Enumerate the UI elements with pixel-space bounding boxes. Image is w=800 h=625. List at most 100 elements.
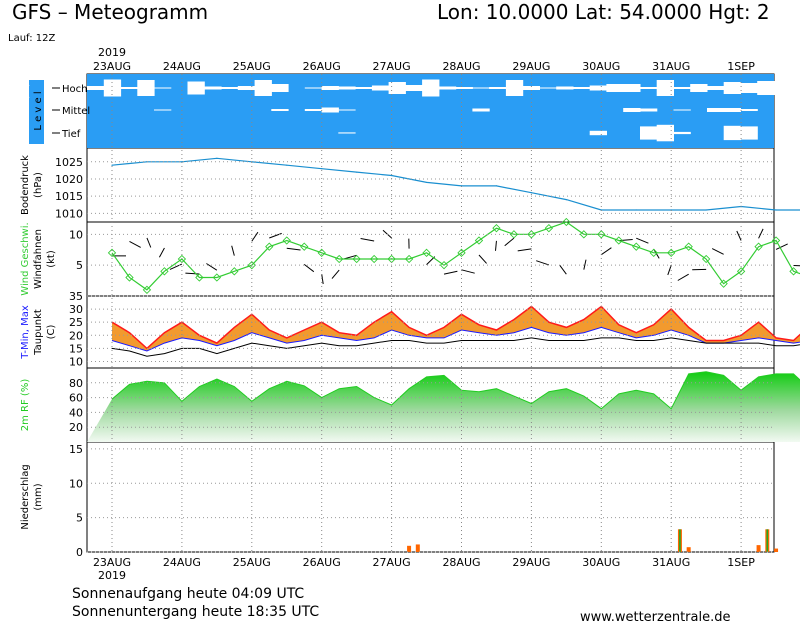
wind-barb <box>495 240 497 251</box>
precip-bar <box>407 545 412 552</box>
sunset-text: Sonnenuntergang heute 18:35 UTC <box>72 604 320 620</box>
cloud-gap-hoch <box>137 80 155 96</box>
wind-barb <box>711 248 724 255</box>
website-link[interactable]: www.wetterzentrale.de <box>580 610 731 625</box>
pressure-point <box>495 185 498 187</box>
wind-speed-point <box>387 254 396 264</box>
wind-barb <box>303 263 315 273</box>
precip-axis-title: Niederschlag <box>20 464 31 529</box>
wind-speed-point <box>614 236 623 245</box>
clouds-axis-title: L e v e l <box>33 91 44 130</box>
precip-tick-label: 0 <box>76 546 83 559</box>
cloud-gap-mittel <box>338 109 356 111</box>
wind-barb <box>231 245 235 256</box>
cloud-gap-hoch <box>707 86 725 90</box>
precip-conv-bar <box>766 529 769 552</box>
wind-barb <box>321 273 324 285</box>
cloud-gap-hoch <box>154 87 172 89</box>
wind-speed-point <box>265 242 274 251</box>
cloud-gap-mittel <box>707 108 725 112</box>
date-label-bottom: 27AUG <box>373 556 411 569</box>
humidity-axis-title: 2m RF (%) <box>20 379 31 432</box>
humidity-area <box>87 371 800 442</box>
wind-speed-point <box>579 230 588 239</box>
cloud-gap-mittel <box>271 109 289 111</box>
wind-speed-point <box>771 236 781 245</box>
pressure-point <box>635 209 637 211</box>
wind-barb <box>736 230 742 241</box>
cloud-gap-hoch <box>187 81 205 95</box>
cloud-gap-hoch <box>338 86 356 90</box>
cloud-gap-mittel <box>472 108 490 112</box>
humidity-tick-label: 80 <box>69 377 83 390</box>
cloud-gap-mittel <box>154 109 172 111</box>
cloud-gap-hoch <box>237 86 256 90</box>
cloud-gap-hoch <box>304 87 323 89</box>
date-label-top: 28AUG <box>442 60 480 73</box>
wind-barb <box>536 260 550 266</box>
cloud-gap-hoch <box>539 87 557 89</box>
wind-speed-point <box>701 254 711 264</box>
pressure-point <box>425 181 428 184</box>
wind-barb <box>443 270 458 275</box>
wind-speed-point <box>352 254 361 264</box>
cloud-gap-hoch <box>355 87 373 89</box>
temperature-range-area <box>112 306 800 351</box>
cloud-gap-hoch <box>723 82 741 94</box>
date-label-top: 24AUG <box>163 60 201 73</box>
wind-speed-point <box>142 285 152 295</box>
tmax-line <box>111 305 800 350</box>
date-label-top: 27AUG <box>373 60 411 73</box>
precip-axis-title: (mm) <box>33 483 44 510</box>
wind-barb <box>517 248 532 252</box>
date-label-bottom: 28AUG <box>442 556 480 569</box>
wind-speed-point <box>492 223 501 233</box>
cloud-gap-mittel <box>723 108 741 112</box>
pressure-tick-label: 1015 <box>55 190 83 203</box>
wind-speed-point <box>107 248 117 258</box>
pressure-point <box>111 164 113 166</box>
wind-tick-label: 10 <box>69 228 83 241</box>
cloud-gap-hoch <box>455 87 473 89</box>
wind-barb <box>158 247 165 258</box>
cloud-gap-hoch <box>757 81 775 95</box>
wind-barb <box>185 272 200 275</box>
humidity-line <box>111 371 800 410</box>
wind-barb <box>286 247 301 251</box>
temperature-tick-label: 10 <box>69 355 83 368</box>
wind-barb <box>775 243 788 250</box>
cloud-gap-tief <box>723 125 741 141</box>
cloud-gap-tief <box>338 132 356 134</box>
cloud-gap-hoch <box>103 79 122 97</box>
date-label-bottom: 25AUG <box>233 556 271 569</box>
wind-speed-point <box>300 242 309 251</box>
wind-barb <box>504 237 515 247</box>
wind-barb <box>601 247 612 256</box>
date-label-top: 26AUG <box>303 60 341 73</box>
cloud-gap-tief <box>589 130 607 136</box>
wind-axis-title: (kt) <box>46 250 57 268</box>
date-label-top: 23AUG <box>93 60 131 73</box>
date-label-top: 31AUG <box>652 60 690 73</box>
cloud-gap-hoch <box>690 84 708 92</box>
wind-speed-point <box>789 267 798 276</box>
date-label-top: 1SEP <box>727 60 755 73</box>
temperature-tick-label: 35 <box>69 290 83 303</box>
cloud-gap-hoch <box>640 87 658 89</box>
wind-speed-point <box>335 254 344 264</box>
wind-barb <box>758 228 764 239</box>
cloud-gap-hoch <box>321 86 339 90</box>
wind-speed-point <box>439 260 449 270</box>
wind-barb <box>146 237 152 248</box>
wind-barb <box>583 259 587 270</box>
date-label-top: 25AUG <box>233 60 271 73</box>
cloud-gap-hoch <box>740 83 758 93</box>
cloud-gap-hoch <box>556 86 574 90</box>
wind-speed-point <box>667 248 676 258</box>
cloud-gap-hoch <box>271 84 289 92</box>
dewpoint-line <box>111 337 800 357</box>
wind-tick-label: 5 <box>76 259 83 272</box>
wind-speed-point <box>160 267 169 276</box>
cloud-level-label: Mittel <box>62 106 90 117</box>
cloud-gap-hoch <box>422 79 440 97</box>
